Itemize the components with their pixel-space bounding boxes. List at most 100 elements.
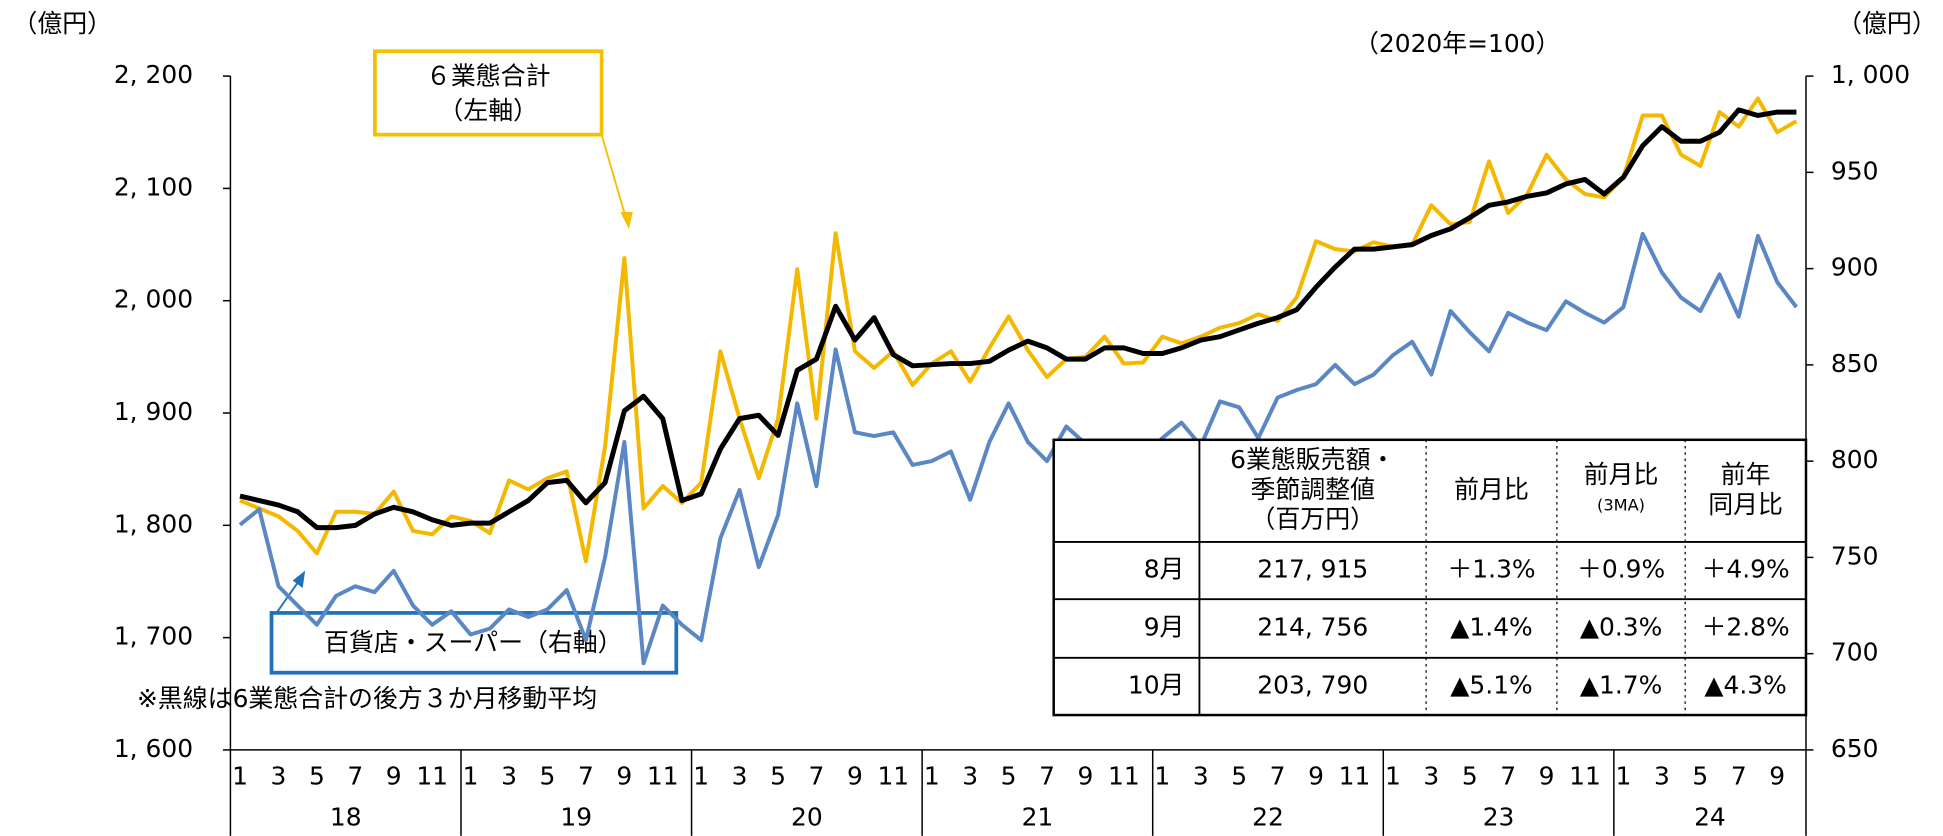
x-tick-label: 7: [809, 761, 825, 790]
x-tick-label: 1: [693, 761, 709, 790]
x-tick-label: 3: [962, 761, 978, 790]
note: ※黒線は6業態合計の後方３か月移動平均: [137, 684, 597, 713]
year-label: 22: [1252, 802, 1284, 831]
table-cell: ▲1.4%: [1450, 612, 1532, 641]
callout-arrow: [600, 134, 629, 225]
x-tick-label: 1: [1385, 761, 1401, 790]
x-tick-label: 5: [540, 761, 556, 790]
y-tick-label: 1, 800: [114, 509, 193, 538]
y2-tick-label: 650: [1831, 734, 1879, 763]
callout-total: ６業態合計: [426, 61, 551, 90]
x-tick-label: 1: [463, 761, 479, 790]
year-label: 23: [1483, 802, 1515, 831]
arrow-head: [292, 570, 306, 589]
x-tick-label: 5: [1231, 761, 1247, 790]
x-tick-label: 3: [1423, 761, 1439, 790]
x-tick-label: 11: [1569, 761, 1601, 790]
table-header: (3MA): [1597, 495, 1645, 514]
x-tick-label: 11: [416, 761, 448, 790]
x-tick-label: 7: [1039, 761, 1055, 790]
y2-tick-label: 950: [1831, 156, 1879, 185]
y2-tick-label: 1, 000: [1831, 60, 1910, 89]
x-tick-label: 3: [271, 761, 287, 790]
year-label: 19: [560, 802, 592, 831]
table-cell: ▲4.3%: [1704, 670, 1786, 699]
series-line: [238, 231, 1798, 666]
table-header: 前年: [1721, 460, 1771, 489]
y-tick-label: 1, 900: [114, 397, 193, 426]
x-tick-label: 1: [924, 761, 940, 790]
year-label: 18: [330, 802, 362, 831]
x-tick-label: 11: [647, 761, 679, 790]
x-tick-label: 7: [347, 761, 363, 790]
callout-total: （左軸）: [438, 96, 538, 125]
year-label: 21: [1022, 802, 1054, 831]
y2-tick-label: 800: [1831, 445, 1879, 474]
x-tick-label: 1: [1154, 761, 1170, 790]
x-tick-label: 11: [877, 761, 909, 790]
year-label: 20: [791, 802, 823, 831]
x-tick-label: 1: [1616, 761, 1632, 790]
x-tick-label: 9: [847, 761, 863, 790]
x-tick-label: 7: [578, 761, 594, 790]
x-tick-label: 11: [1339, 761, 1371, 790]
table-cell: 8月: [1144, 555, 1185, 584]
table-header: （百万円）: [1251, 505, 1376, 534]
right-unit: （億円）: [1837, 9, 1937, 38]
x-tick-label: 5: [1692, 761, 1708, 790]
table-cell: ▲5.1%: [1450, 670, 1532, 699]
table-cell: 214, 756: [1257, 612, 1368, 641]
x-tick-label: 9: [386, 761, 402, 790]
x-tick-label: 9: [1078, 761, 1094, 790]
y-tick-label: 2, 000: [114, 285, 193, 314]
table-cell: 10月: [1128, 670, 1185, 699]
x-tick-label: 5: [770, 761, 786, 790]
table-cell: ＋2.8%: [1701, 612, 1789, 641]
table-bg: [1052, 438, 1808, 717]
y2-tick-label: 700: [1831, 638, 1879, 667]
y2-tick-label: 900: [1831, 253, 1879, 282]
x-tick-label: 9: [1308, 761, 1324, 790]
left-unit: （億円）: [12, 9, 112, 38]
table-cell: 9月: [1144, 612, 1185, 641]
y-tick-label: 2, 100: [114, 172, 193, 201]
y-tick-label: 1, 600: [114, 734, 193, 763]
arrow-head: [620, 211, 633, 230]
table-cell: ▲1.7%: [1580, 670, 1662, 699]
x-tick-label: 9: [1769, 761, 1785, 790]
callout-box-dept: [269, 611, 679, 675]
x-tick-label: 3: [732, 761, 748, 790]
table-cell: ▲0.3%: [1580, 612, 1662, 641]
table-header: 季節調整値: [1251, 475, 1376, 504]
x-tick-label: 7: [1731, 761, 1747, 790]
table-cell: ＋1.3%: [1447, 555, 1535, 584]
table-header: 前月比: [1454, 475, 1529, 504]
x-tick-label: 3: [501, 761, 517, 790]
callout-box-total: [373, 49, 604, 137]
table-header: 前月比: [1584, 460, 1659, 489]
series-line: [239, 96, 1798, 564]
x-tick-label: 5: [1001, 761, 1017, 790]
x-tick-label: 1: [232, 761, 248, 790]
table-cell: 217, 915: [1257, 555, 1368, 584]
x-tick-label: 11: [1108, 761, 1140, 790]
x-tick-label: 7: [1270, 761, 1286, 790]
x-tick-label: 9: [1539, 761, 1555, 790]
index-base: （2020年=100）: [1354, 29, 1561, 58]
x-tick-label: 9: [616, 761, 632, 790]
y-tick-label: 2, 200: [114, 60, 193, 89]
series-line: [239, 107, 1797, 531]
x-tick-label: 7: [1500, 761, 1516, 790]
year-label: 24: [1694, 802, 1726, 831]
table-cell: 203, 790: [1257, 670, 1368, 699]
y2-tick-label: 750: [1831, 541, 1879, 570]
x-tick-label: 5: [1462, 761, 1478, 790]
table-cell: ＋0.9%: [1577, 555, 1665, 584]
x-tick-label: 5: [309, 761, 325, 790]
table-header: 6業態販売額・: [1230, 445, 1395, 474]
x-tick-label: 3: [1193, 761, 1209, 790]
table-header: 同月比: [1708, 490, 1783, 519]
x-tick-label: 3: [1654, 761, 1670, 790]
